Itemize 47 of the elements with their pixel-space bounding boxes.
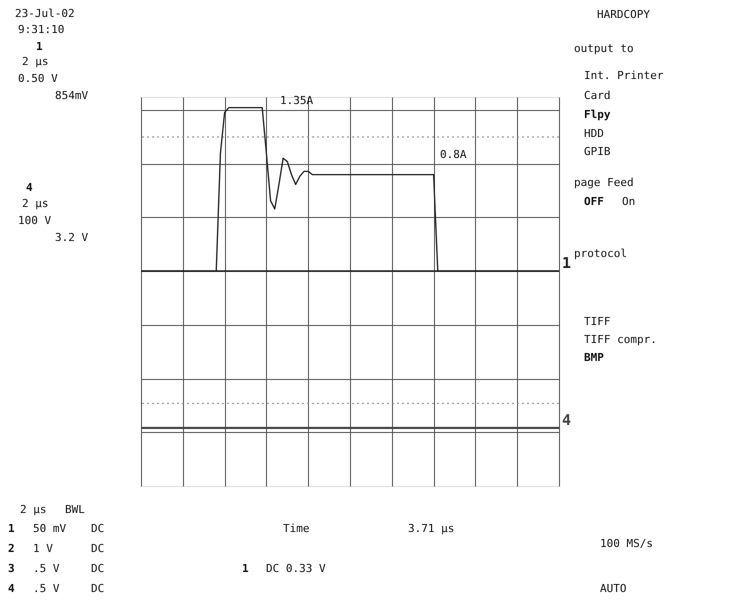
- text: BWL: [65, 503, 86, 516]
- text: 2 µs: [22, 55, 48, 68]
- series-label: 4: [562, 410, 572, 429]
- text: page Feed: [574, 176, 634, 189]
- text: TIFF: [584, 315, 610, 328]
- text: HDD: [584, 127, 604, 140]
- text: DC 0.33 V: [266, 562, 326, 575]
- text: 3.71 µs: [408, 522, 454, 535]
- text: DC: [91, 542, 104, 555]
- text: .5 V: [33, 582, 60, 595]
- text: HARDCOPY: [597, 8, 650, 21]
- text: 23-Jul-02: [15, 7, 75, 20]
- text: 2: [8, 542, 15, 555]
- text: 2 µs: [22, 197, 48, 210]
- text: 100 V: [18, 214, 52, 227]
- series-label: 1: [562, 254, 572, 272]
- text: 4: [26, 181, 33, 194]
- text: Flpy: [584, 108, 611, 121]
- text: TIFF compr.: [584, 333, 657, 346]
- annotation: 0.8A: [440, 148, 467, 161]
- text: AUTO: [600, 582, 626, 595]
- text: Card: [584, 89, 610, 102]
- text: 3: [8, 562, 15, 575]
- text: 1 V: [33, 542, 54, 555]
- text: 9:31:10: [18, 23, 64, 36]
- text: 1: [36, 40, 43, 53]
- text: 1: [242, 562, 249, 575]
- text: Int. Printer: [584, 69, 664, 82]
- text: .5 V: [33, 562, 60, 575]
- text: protocol: [574, 247, 627, 260]
- text: BMP: [584, 351, 604, 364]
- text: 3.2 V: [55, 231, 88, 244]
- text: DC: [91, 582, 104, 595]
- text: 2 µs: [20, 503, 46, 516]
- text: OFF: [584, 195, 604, 208]
- text: 4: [8, 582, 15, 595]
- text: 100 MS/s: [600, 537, 653, 550]
- text: 0.50 V: [18, 72, 58, 85]
- text: DC: [91, 562, 104, 575]
- text: On: [622, 195, 636, 208]
- text: output to: [574, 42, 634, 55]
- text: Time: [283, 522, 310, 535]
- text: 1: [8, 522, 15, 535]
- text: 854mV: [55, 89, 88, 102]
- text: 50 mV: [33, 522, 66, 535]
- text: DC: [91, 522, 104, 535]
- text: GPIB: [584, 145, 611, 158]
